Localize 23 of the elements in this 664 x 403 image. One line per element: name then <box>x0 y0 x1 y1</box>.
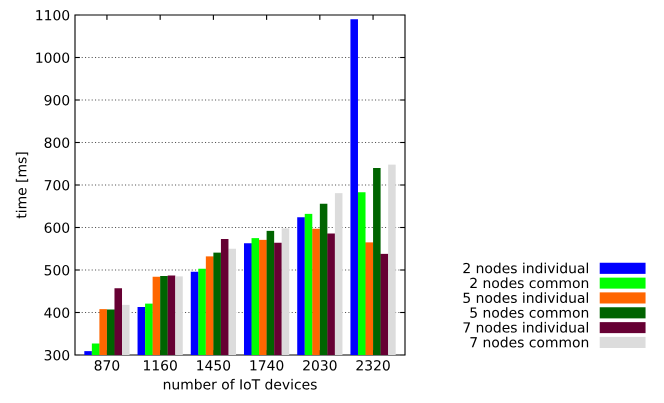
legend-label: 7 nodes common <box>470 336 588 348</box>
y-tick-label: 500 <box>44 264 70 276</box>
x-tick-label: 1740 <box>250 360 284 371</box>
x-tick-label: 1160 <box>144 360 177 371</box>
legend-label: 5 nodes individual <box>463 292 588 304</box>
y-tick-label: 900 <box>44 94 70 106</box>
x-tick-label: 870 <box>94 360 120 371</box>
y-tick-label: 300 <box>44 350 70 360</box>
y-tick-label: 1100 <box>36 10 70 20</box>
x-axis-title: number of IoT devices <box>164 378 317 390</box>
x-tick-label: 1450 <box>197 360 230 371</box>
y-tick-label: 700 <box>44 180 70 190</box>
legend-label: 2 nodes common <box>470 277 588 288</box>
y-tick-label: 400 <box>44 307 70 318</box>
legend-label: 5 nodes common <box>470 307 588 318</box>
y-tick-label: 600 <box>44 222 70 233</box>
x-tick-label: 2030 <box>303 360 337 371</box>
x-tick-label: 2320 <box>356 360 390 371</box>
y-tick-label: 800 <box>44 137 70 148</box>
legend-label: 7 nodes individual <box>463 322 588 333</box>
y-axis-title: time [ms] <box>16 152 28 218</box>
y-tick-label: 1000 <box>36 52 70 63</box>
legend-label: 2 nodes individual <box>463 262 588 274</box>
